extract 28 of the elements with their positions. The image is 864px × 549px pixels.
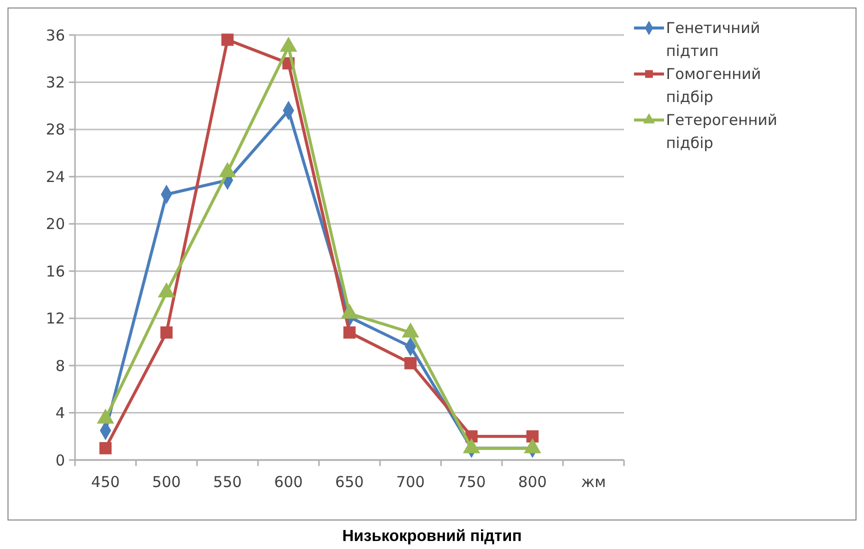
point bbox=[99, 442, 112, 454]
x-tick-label: 650 bbox=[335, 473, 364, 491]
x-tick-label: 500 bbox=[152, 473, 181, 491]
text: Низькокровний підтип bbox=[342, 528, 522, 545]
point bbox=[221, 34, 234, 46]
y-tick-label: 8 bbox=[55, 356, 65, 375]
x-tick-label: жм bbox=[581, 473, 606, 491]
x-tick-label: 550 bbox=[213, 473, 242, 491]
y-tick-label: 20 bbox=[46, 215, 65, 234]
x-tick-label: 600 bbox=[274, 473, 303, 491]
y-tick-label: 28 bbox=[46, 120, 65, 139]
y-tick-label: 0 bbox=[55, 451, 65, 470]
y-tick-label: 36 bbox=[46, 26, 65, 44]
y-tick-label: 32 bbox=[46, 73, 65, 92]
point bbox=[160, 326, 173, 339]
legend-label: Гомогенний підбір bbox=[666, 65, 762, 106]
x-tick-label: 700 bbox=[396, 473, 425, 491]
point bbox=[343, 326, 356, 339]
x-tick-label: 750 bbox=[457, 473, 486, 491]
x-tick-label: 450 bbox=[91, 473, 120, 491]
y-tick-label: 12 bbox=[46, 310, 65, 328]
point bbox=[404, 357, 417, 370]
legend-label: Генетичний підтип bbox=[666, 19, 760, 60]
y-tick-label: 4 bbox=[55, 404, 65, 422]
y-tick-label: 24 bbox=[46, 168, 65, 186]
y-tick-label: 16 bbox=[46, 262, 65, 280]
x-tick-label: 800 bbox=[518, 473, 547, 491]
legend-label: Гетерогенний підбір bbox=[666, 111, 778, 152]
